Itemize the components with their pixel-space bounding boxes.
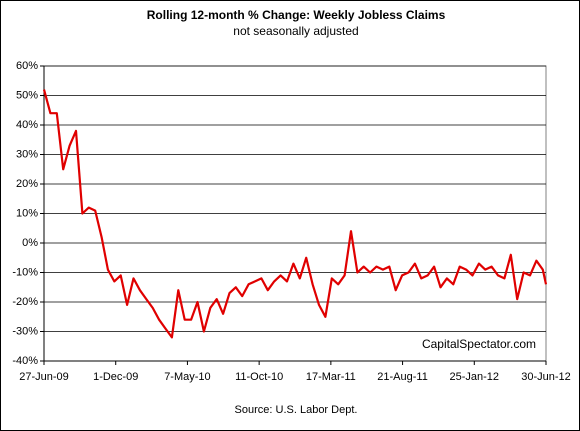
x-tick-label: 1-Dec-09 [93,371,138,383]
x-tick-label: 21-Aug-11 [377,371,428,383]
x-tick-label: 27-Jun-09 [19,371,69,383]
y-tick-label: -30% [12,325,38,337]
x-tick-label: 11-Oct-10 [235,371,283,383]
source-note: Source: U.S. Labor Dept. [235,404,358,416]
y-tick-label: 60% [16,60,38,72]
y-tick-label: -20% [12,296,38,308]
y-tick-label: 0% [22,237,38,249]
x-tick-label: 17-Mar-11 [306,371,356,383]
y-tick-label: -40% [12,355,38,367]
chart-title: Rolling 12-month % Change: Weekly Jobles… [147,8,446,22]
y-tick-label: 40% [16,119,38,131]
y-tick-label: -10% [12,266,38,278]
data-line [42,89,548,339]
x-tick-label: 25-Jan-12 [450,371,500,383]
x-tick-label: 7-May-10 [164,371,210,383]
y-tick-label: 10% [16,207,38,219]
chart-subtitle: not seasonally adjusted [233,24,358,38]
y-tick-label: 30% [16,148,38,160]
y-tick-label: 50% [16,89,38,101]
y-tick-label: 20% [16,178,38,190]
x-tick-label: 30-Jun-12 [521,371,571,383]
watermark: CapitalSpectator.com [422,337,536,351]
